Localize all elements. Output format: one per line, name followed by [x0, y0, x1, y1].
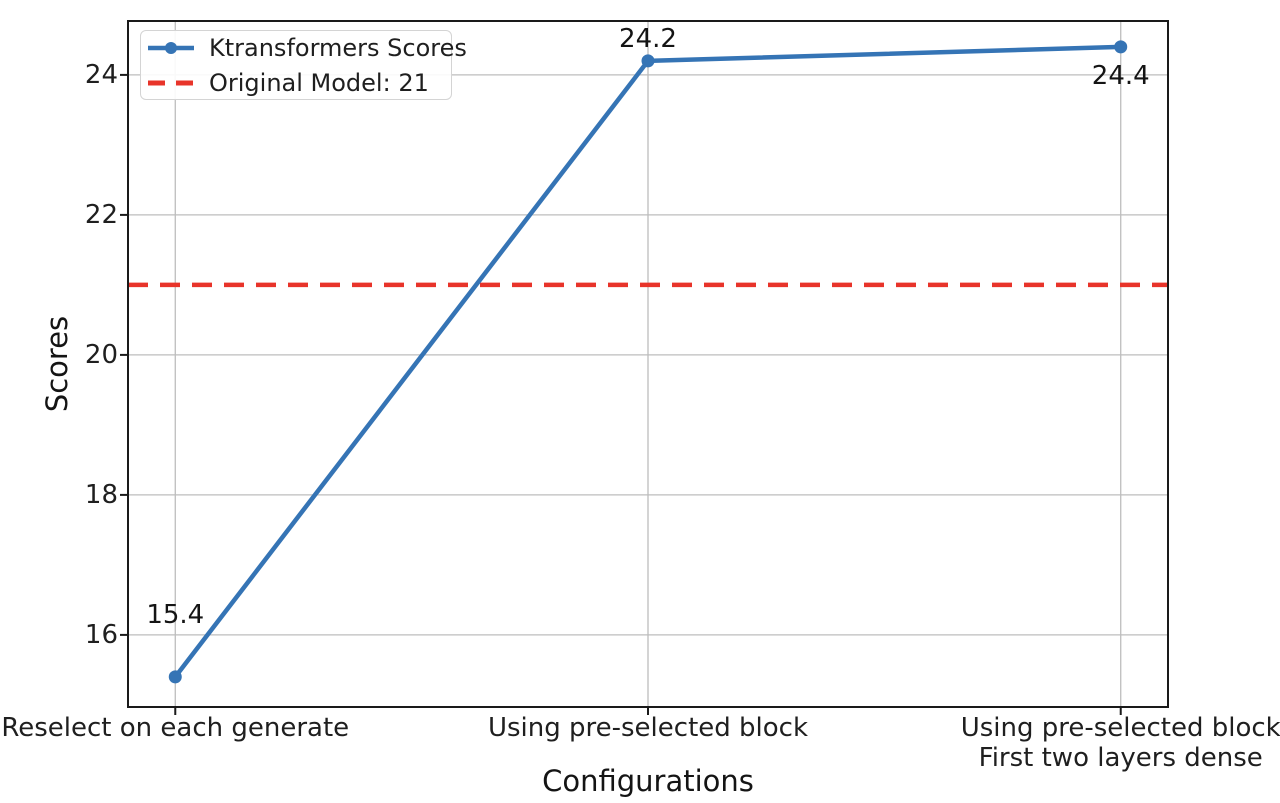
- data-point-marker: [641, 54, 655, 68]
- legend-item-reference: Original Model: 21: [147, 69, 441, 97]
- y-tick-label: 18: [84, 479, 118, 510]
- y-tick-label: 20: [84, 339, 118, 370]
- x-axis-label: Configurations: [542, 764, 754, 798]
- legend-item-series: Ktransformers Scores: [147, 34, 467, 62]
- point-value-label: 24.2: [619, 23, 677, 54]
- data-point-marker: [168, 670, 182, 684]
- series-line-marker-icon: [148, 41, 194, 54]
- point-value-label: 24.4: [1091, 60, 1150, 91]
- x-tick-label: Using pre-selected block: [487, 713, 809, 743]
- legend-label-series: Ktransformers Scores: [209, 33, 467, 62]
- data-point-marker: [1114, 40, 1128, 54]
- y-tick-label: 22: [84, 199, 118, 230]
- legend-label-reference: Original Model: 21: [209, 68, 429, 97]
- dashed-line-icon: [148, 80, 194, 85]
- point-value-label: 15.4: [146, 599, 205, 630]
- y-axis-label: Scores: [40, 315, 74, 413]
- y-tick-label: 24: [84, 59, 118, 90]
- legend: Ktransformers Scores Original Model: 21: [140, 30, 467, 100]
- x-tick-label: Reselect on each generate: [1, 713, 350, 743]
- y-tick-label: 16: [84, 619, 118, 650]
- x-tick-label: Using pre-selected block First two layers…: [960, 713, 1280, 773]
